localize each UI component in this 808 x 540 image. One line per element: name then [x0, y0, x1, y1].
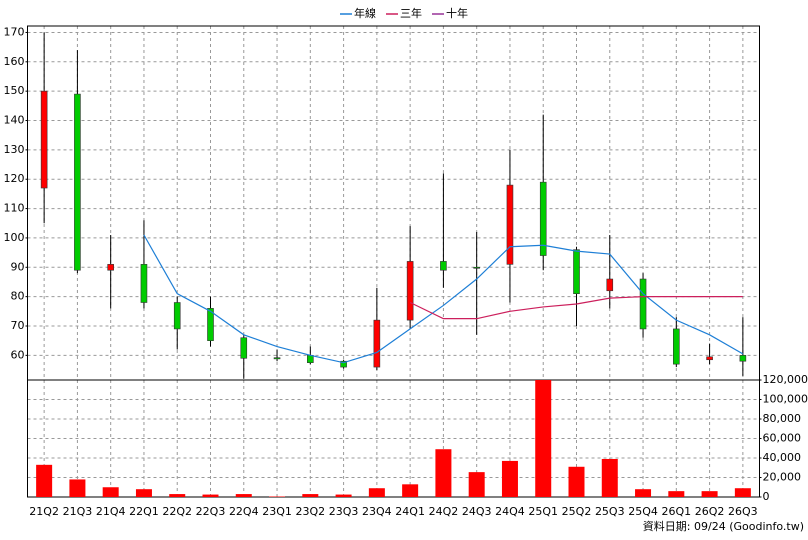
volume-bar	[435, 449, 452, 497]
line-series	[143, 234, 744, 364]
y-tick-label: 110	[4, 202, 25, 215]
x-tick-label: 25Q3	[595, 505, 625, 518]
y-tick-label: 120	[4, 172, 25, 185]
y-tick-label: 60	[11, 348, 25, 361]
candle-body	[406, 261, 414, 321]
x-tick-label: 23Q2	[295, 505, 325, 518]
volume-bar	[202, 494, 219, 497]
candle-body	[207, 308, 214, 341]
x-tick-label: 26Q1	[661, 505, 691, 518]
y-tick-label: 40,000	[763, 451, 802, 464]
y-tick-label: 20,000	[763, 471, 802, 484]
volume-bar	[235, 494, 252, 497]
candle-body	[74, 93, 81, 271]
volume-bar	[135, 489, 152, 497]
volume-bar	[102, 487, 119, 497]
candle-body	[673, 328, 680, 365]
y-tick-label: 60,000	[763, 432, 802, 445]
legend-label: 年線	[354, 6, 376, 20]
x-tick-label: 21Q3	[63, 505, 93, 518]
x-tick-label: 25Q2	[562, 505, 592, 518]
volume-bar	[69, 479, 86, 497]
candle-body	[440, 261, 447, 271]
x-tick-label: 22Q3	[196, 505, 226, 518]
candle-body	[140, 264, 148, 303]
volume-bar	[635, 489, 652, 497]
y-tick-label: 70	[11, 319, 25, 332]
candle-body	[340, 360, 347, 368]
y-tick-label: 120,000	[763, 373, 808, 386]
volume-bar	[568, 466, 585, 497]
y-tick-label: 100,000	[763, 393, 808, 406]
line-series	[409, 296, 743, 320]
candle-body	[240, 337, 248, 359]
candle-body	[373, 319, 381, 368]
candle-body	[706, 356, 713, 361]
x-tick-label: 22Q2	[162, 505, 192, 518]
y-tick-label: 100	[4, 231, 25, 244]
x-tick-label: 24Q4	[495, 505, 525, 518]
y-tick-label: 80	[11, 290, 25, 303]
x-tick-label: 24Q1	[395, 505, 425, 518]
x-tick-label: 25Q1	[528, 505, 558, 518]
x-tick-label: 23Q1	[262, 505, 292, 518]
legend-label: 三年	[400, 6, 422, 20]
x-tick-label: 26Q3	[728, 505, 758, 518]
y-tick-label: 80,000	[763, 412, 802, 425]
candle-body	[273, 357, 281, 360]
candle-body	[107, 264, 114, 271]
x-tick-label: 26Q2	[695, 505, 725, 518]
candle-body	[173, 302, 181, 330]
x-tick-label: 21Q4	[96, 505, 126, 518]
x-tick-label: 23Q3	[329, 505, 359, 518]
x-tick-label: 24Q2	[429, 505, 459, 518]
candle-body	[639, 278, 647, 330]
volume-bar	[402, 484, 419, 497]
candle-body	[573, 249, 580, 295]
legend-label: 十年	[446, 6, 468, 20]
y-tick-label: 150	[4, 84, 25, 97]
y-tick-label: 160	[4, 55, 25, 68]
x-tick-label: 25Q4	[628, 505, 658, 518]
footer: 資料日期: 09/24 (Goodinfo.tw)	[643, 519, 804, 533]
candle-body	[606, 278, 614, 292]
volume-bar	[36, 464, 53, 497]
y-tick-label: 170	[4, 25, 25, 38]
candle-body	[473, 266, 480, 269]
volume-bar	[302, 494, 319, 497]
volume-bar	[468, 472, 485, 497]
candle-body	[539, 181, 547, 256]
candle-body	[307, 355, 314, 363]
volume-bar	[601, 458, 618, 497]
y-tick-label: 0	[763, 490, 770, 503]
y-tick-label: 90	[11, 260, 25, 273]
x-tick-label: 22Q4	[229, 505, 259, 518]
volume-bar	[734, 488, 751, 497]
volume-bar	[368, 488, 385, 497]
candle-body	[739, 355, 747, 362]
volume-bar	[169, 494, 186, 497]
volume-bar	[501, 460, 518, 497]
plot-frame	[27, 379, 760, 498]
volume-bar	[701, 491, 718, 497]
x-tick-label: 21Q2	[29, 505, 59, 518]
x-tick-label: 22Q1	[129, 505, 159, 518]
candle-body	[40, 90, 48, 189]
y-tick-label: 130	[4, 143, 25, 156]
candle-body	[506, 184, 514, 265]
volume-bar	[668, 491, 685, 497]
volume-bar	[335, 494, 352, 497]
x-tick-label: 24Q3	[462, 505, 492, 518]
volume-bar	[535, 380, 552, 497]
x-tick-label: 23Q4	[362, 505, 392, 518]
y-tick-label: 140	[4, 114, 25, 127]
